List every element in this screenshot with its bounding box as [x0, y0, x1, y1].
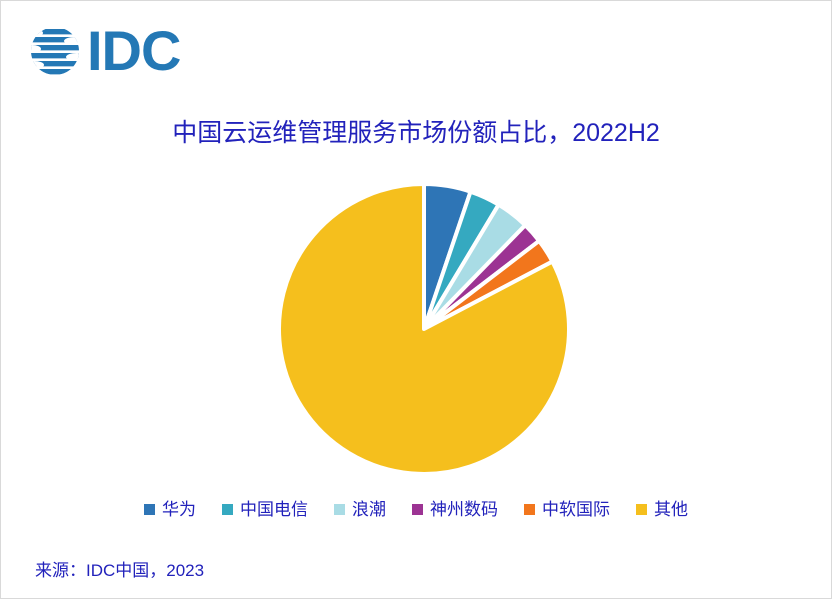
pie-slice-其他[interactable] [277, 182, 572, 476]
legend-swatch-icon-1 [222, 504, 233, 515]
idc-logo: IDC [29, 19, 181, 82]
legend-item-0[interactable]: 华为 [144, 501, 196, 518]
legend-label-0: 华为 [162, 500, 196, 519]
idc-globe-icon [29, 25, 81, 77]
legend-swatch-icon-4 [524, 504, 535, 515]
legend-label-2: 浪潮 [352, 500, 386, 519]
legend-label-5: 其他 [654, 500, 688, 519]
chart-legend: 华为 中国电信 浪潮 神州数码 中软国际 其他 [1, 501, 831, 518]
pie-chart [1, 161, 831, 491]
legend-swatch-icon-3 [412, 504, 423, 515]
source-note: 来源：IDC中国，2023 [35, 561, 205, 580]
legend-item-5[interactable]: 其他 [636, 501, 688, 518]
legend-item-2[interactable]: 浪潮 [334, 501, 386, 518]
legend-swatch-icon-5 [636, 504, 647, 515]
legend-label-3: 神州数码 [430, 500, 498, 519]
legend-item-1[interactable]: 中国电信 [222, 501, 308, 518]
legend-swatch-icon-0 [144, 504, 155, 515]
chart-title: 中国云运维管理服务市场份额占比，2022H2 [172, 119, 660, 147]
legend-item-4[interactable]: 中软国际 [524, 501, 610, 518]
legend-swatch-icon-2 [334, 504, 345, 515]
pie-chart-svg [277, 182, 572, 476]
legend-label-1: 中国电信 [240, 500, 308, 519]
idc-logo-text: IDC [87, 19, 181, 82]
legend-label-4: 中软国际 [542, 500, 610, 519]
legend-item-3[interactable]: 神州数码 [412, 501, 498, 518]
